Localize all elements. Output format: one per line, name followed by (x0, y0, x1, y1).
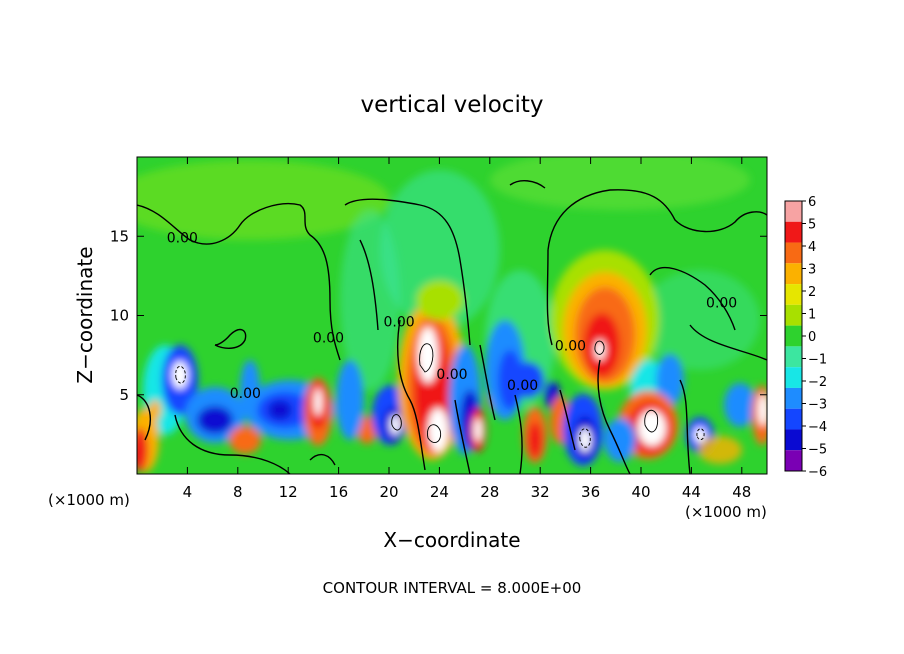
contour-lines (137, 180, 767, 474)
contour-label: 0.00 (313, 330, 344, 346)
x-tick-label: 32 (531, 483, 550, 501)
colorbar-label: 1 (808, 308, 816, 323)
x-tick-label: 12 (279, 483, 298, 501)
colorbar-label: 2 (808, 285, 816, 300)
x-tick-label: 16 (329, 483, 348, 501)
contour-label: 0.00 (383, 315, 414, 331)
contour-label: 0.00 (436, 367, 467, 383)
x-axis-title: X−coordinate (383, 528, 520, 552)
x-tick-label: 44 (682, 483, 701, 501)
colorbar-swatch (785, 201, 802, 222)
x-tick-label: 48 (732, 483, 751, 501)
colorbar-label: 5 (808, 218, 816, 233)
contour-interval-note: CONTOUR INTERVAL = 8.000E+00 (323, 579, 582, 597)
x-tick-label: 24 (430, 483, 449, 501)
y-tick-label: 5 (119, 386, 129, 404)
contour-label: 0.00 (167, 231, 198, 247)
colorbar-swatch (785, 450, 802, 471)
x-unit-right: (×1000 m) (685, 503, 767, 521)
x-axis: 4 8 12 16 20 24 28 32 36 40 44 48 (183, 157, 751, 501)
colorbar-swatch (785, 387, 802, 409)
negative-contours (175, 365, 705, 448)
contour-label: 0.00 (706, 296, 737, 312)
colorbar-swatch (785, 242, 802, 264)
colorbar-label: −2 (808, 375, 827, 390)
y-axis-title: Z−coordinate (73, 246, 97, 383)
contour-label: 0.00 (507, 378, 538, 394)
colorbar-swatch (785, 263, 802, 285)
x-unit-left: (×1000 m) (48, 491, 130, 509)
colorbar-swatch (785, 346, 802, 368)
colorbar-label: −1 (808, 353, 827, 368)
colorbar-label: −4 (808, 420, 827, 435)
colorbar-label: −5 (808, 443, 827, 458)
colorbar-label: 6 (808, 195, 816, 210)
colorbar-swatch (785, 367, 802, 388)
colorbar-swatch (785, 304, 802, 326)
colorbar-swatch (785, 284, 802, 305)
x-tick-label: 40 (631, 483, 650, 501)
y-tick-label: 10 (110, 307, 129, 325)
plot-area: 0.00 0.00 0.00 0.00 0.00 0.00 0.00 0.00 (137, 157, 767, 474)
velocity-field (137, 157, 767, 472)
contour-label: 0.00 (555, 338, 586, 354)
colorbar-swatch (785, 325, 802, 347)
colorbar: 6 5 4 3 2 1 0 −1 −2 −3 −4 −5 −6 (784, 195, 827, 480)
inner-contours (391, 340, 659, 443)
chart-title: vertical velocity (361, 92, 544, 118)
contour-labels: 0.00 0.00 0.00 0.00 0.00 0.00 0.00 0.00 (167, 231, 737, 402)
colorbar-swatch (785, 221, 802, 243)
colorbar-label: 3 (808, 263, 816, 278)
colorbar-label: −6 (808, 465, 827, 480)
x-tick-label: 28 (480, 483, 499, 501)
colorbar-swatch (785, 429, 802, 451)
colorbar-label: −3 (808, 398, 827, 413)
x-tick-label: 36 (581, 483, 600, 501)
y-tick-label: 15 (110, 227, 129, 245)
colorbar-swatch (785, 408, 802, 430)
y-axis: 5 10 15 (110, 227, 767, 404)
x-tick-label: 4 (183, 483, 193, 501)
x-tick-label: 20 (379, 483, 398, 501)
contour-label: 0.00 (230, 386, 261, 402)
colorbar-label: 4 (808, 240, 816, 255)
colorbar-label: 0 (808, 330, 816, 345)
x-tick-label: 8 (233, 483, 243, 501)
